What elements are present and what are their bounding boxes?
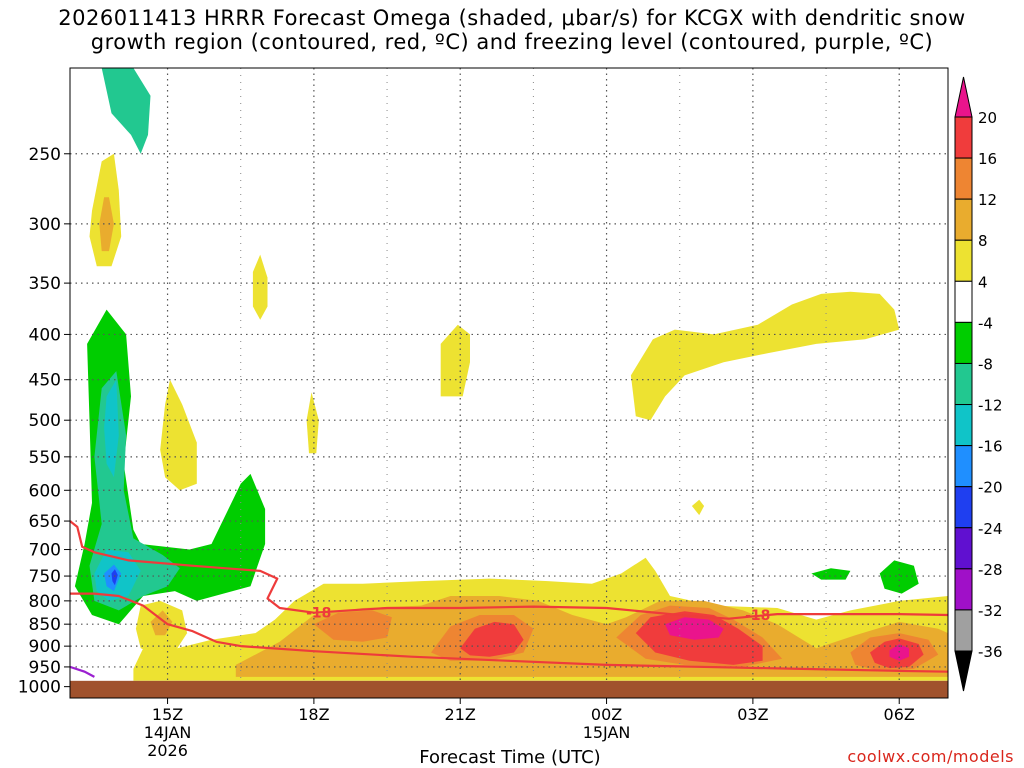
x-tick-label-18Z: 18Z	[298, 705, 329, 724]
y-tick-label-650: 650	[29, 512, 61, 532]
dgz-contour-0	[70, 520, 948, 620]
y-tick-label-550: 550	[29, 448, 61, 468]
omega-region-14	[691, 499, 705, 516]
chart-title-line-2: growth region (contoured, red, ºC) and f…	[90, 30, 934, 54]
x-tick-date-15Z: 14JAN	[144, 723, 192, 742]
colorbar-bin--12	[954, 362, 973, 406]
plot-frame	[69, 67, 949, 699]
colorbar-bottom-arrow	[954, 650, 973, 692]
x-tick-label-00Z: 00Z	[591, 705, 622, 724]
colorbar-bin--28	[954, 527, 973, 570]
colorbar-bin-8	[954, 198, 973, 241]
colorbar-label-16: 16	[978, 150, 997, 168]
y-tick-label-1000: 1000	[18, 678, 61, 698]
colorbar-label--4: -4	[978, 314, 993, 332]
x-tick-label-06Z: 06Z	[884, 705, 915, 724]
omega-region-9	[160, 379, 197, 491]
x-tick-label-15Z: 15Z	[152, 705, 183, 724]
colorbar-label-12: 12	[978, 191, 997, 209]
colorbar-label--16: -16	[978, 438, 1003, 456]
omega-region-12	[440, 324, 470, 397]
colorbar-bin--24	[954, 486, 973, 529]
y-tick-label-350: 350	[29, 274, 61, 294]
x-tick-year-15Z: 2026	[147, 741, 188, 760]
dgz-contour-label-1: -18	[745, 608, 770, 624]
colorbar-bin--8	[954, 321, 973, 364]
omega-shading-layer	[74, 68, 948, 681]
dgz-contour-label-0: -18	[306, 606, 331, 622]
colorbar-bin-16	[954, 116, 973, 159]
omega-region-26	[665, 617, 724, 640]
colorbar-bin--20	[954, 445, 973, 488]
colorbar-bin--16	[954, 404, 973, 447]
colorbar-label--28: -28	[978, 561, 1003, 579]
y-axis: 2503003504004505005506006507007508008509…	[18, 145, 70, 698]
y-tick-label-750: 750	[29, 567, 61, 587]
y-tick-label-950: 950	[29, 658, 61, 678]
omega-region-29	[879, 560, 919, 594]
y-tick-label-600: 600	[29, 481, 61, 501]
omega-region-8	[111, 569, 118, 586]
omega-region-28	[811, 568, 851, 580]
colorbar-label-8: 8	[978, 232, 988, 250]
chart-title-line-1: 2026011413 HRRR Forecast Omega (shaded, …	[58, 6, 966, 30]
colorbar-bin-4	[954, 239, 973, 282]
ground-layer	[70, 680, 948, 698]
colorbar-bin--32	[954, 568, 973, 611]
y-tick-label-900: 900	[29, 637, 61, 657]
colorbar-label--8: -8	[978, 355, 993, 373]
x-axis-title: Forecast Time (UTC)	[419, 747, 601, 768]
x-tick-label-21Z: 21Z	[445, 705, 476, 724]
omega-region-23	[460, 621, 524, 657]
y-tick-label-400: 400	[29, 325, 61, 345]
y-tick-label-450: 450	[29, 371, 61, 391]
y-tick-label-700: 700	[29, 541, 61, 561]
dgz-contour-1	[70, 592, 948, 673]
gridlines	[70, 68, 948, 698]
contour-layer: -18 -18	[70, 520, 948, 678]
y-tick-label-500: 500	[29, 411, 61, 431]
omega-region-13	[630, 291, 900, 421]
x-tick-date-00Z: 15JAN	[583, 723, 631, 742]
x-tick-label-03Z: 03Z	[737, 705, 768, 724]
colorbar: 20 16 12 8 4 -4 -8 -12 -16 -20 -24 -28 -32 -36	[954, 76, 1003, 692]
colorbar-label-4: 4	[978, 273, 988, 291]
colorbar-bin--4	[954, 280, 973, 323]
omega-region-11	[306, 392, 319, 454]
colorbar-label--12: -12	[978, 397, 1003, 415]
omega-region-10	[252, 254, 268, 320]
colorbar-label--36: -36	[978, 643, 1003, 661]
y-tick-label-300: 300	[29, 215, 61, 235]
colorbar-label--32: -32	[978, 602, 1003, 620]
y-tick-label-800: 800	[29, 592, 61, 612]
y-tick-label-850: 850	[29, 615, 61, 635]
colorbar-label-20: 20	[978, 109, 997, 127]
ground-surface	[70, 680, 948, 698]
colorbar-bin--36	[954, 609, 973, 652]
y-tick-label-250: 250	[29, 145, 61, 165]
freezing-level-contour	[70, 665, 95, 678]
omega-region-19	[313, 610, 392, 642]
colorbar-label--20: -20	[978, 479, 1003, 497]
omega-region-5	[104, 379, 119, 478]
omega-region-16	[150, 610, 173, 636]
colorbar-top-arrow	[954, 76, 973, 118]
colorbar-label--24: -24	[978, 520, 1003, 538]
watermark-link[interactable]: coolwx.com/models	[847, 747, 1014, 766]
omega-region-2	[99, 197, 114, 252]
colorbar-bin-12	[954, 157, 973, 200]
omega-region-0	[101, 68, 151, 154]
